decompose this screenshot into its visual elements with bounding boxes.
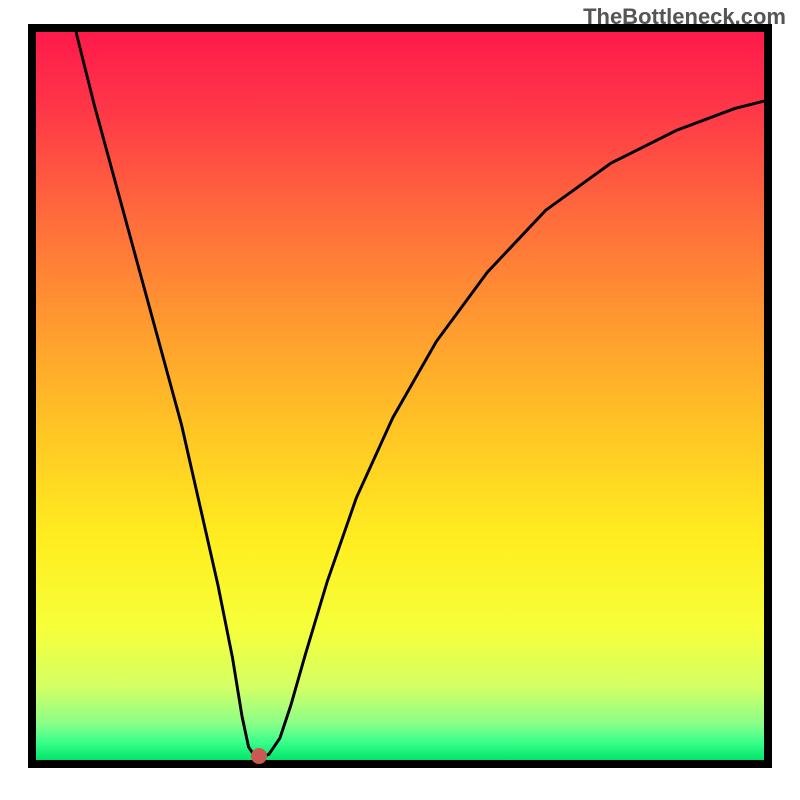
optimal-point-marker: [251, 748, 267, 764]
chart-curve-svg: [36, 32, 764, 760]
bottleneck-curve: [76, 32, 764, 757]
watermark-text: TheBottleneck.com: [583, 4, 786, 30]
chart-plot-area: [28, 24, 772, 768]
